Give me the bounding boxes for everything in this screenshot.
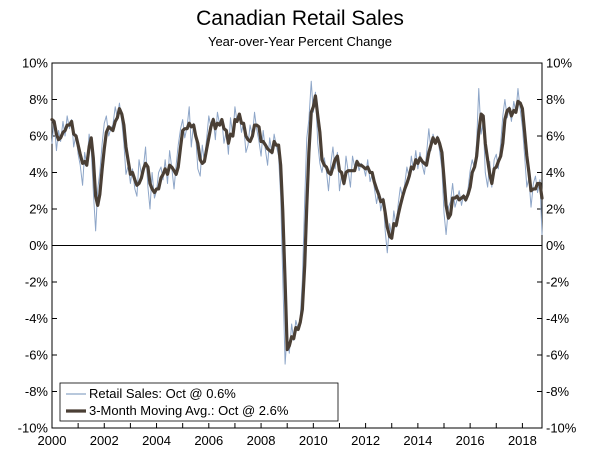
y-tick-label-right: 0% bbox=[546, 238, 565, 253]
y-tick-label-left: -6% bbox=[25, 348, 49, 363]
legend-label-retail: Retail Sales: Oct @ 0.6% bbox=[89, 386, 236, 401]
y-tick-label-right: -2% bbox=[546, 275, 570, 290]
y-tick-label-left: 4% bbox=[29, 165, 48, 180]
x-tick-label: 2012 bbox=[351, 433, 380, 448]
y-tick-label-left: -4% bbox=[25, 311, 49, 326]
y-tick-label-right: 10% bbox=[546, 56, 572, 71]
x-tick-label: 2002 bbox=[90, 433, 119, 448]
series-layer bbox=[50, 80, 544, 365]
y-tick-label-right: 6% bbox=[546, 129, 565, 144]
legend-box bbox=[59, 382, 339, 422]
y-tick-label-left: -10% bbox=[18, 421, 49, 436]
y-tick-label-right: 4% bbox=[546, 165, 565, 180]
x-tick-label: 2016 bbox=[456, 433, 485, 448]
series-retail-sales-line bbox=[51, 80, 543, 365]
x-tick-label: 2006 bbox=[194, 433, 223, 448]
y-tick-label-left: 0% bbox=[29, 238, 48, 253]
y-tick-label-right: 2% bbox=[546, 202, 565, 217]
y-tick-label-right: -4% bbox=[546, 311, 570, 326]
axis-labels: -10% -10% -8% -8% -6% -6% -4% -4% -2% -2% 0% 0% 2% 2%… bbox=[18, 56, 577, 449]
legend: Retail Sales: Oct @ 0.6% 3-Month Moving … bbox=[59, 382, 339, 422]
y-tick-label-right: -6% bbox=[546, 348, 570, 363]
x-tick-label: 2018 bbox=[508, 433, 537, 448]
chart-title: Canadian Retail Sales bbox=[196, 7, 404, 30]
x-tick-label: 2004 bbox=[142, 433, 171, 448]
x-tick-label: 2008 bbox=[247, 433, 276, 448]
y-tick-label-left: -8% bbox=[25, 384, 49, 399]
x-tick-label: 2014 bbox=[403, 433, 432, 448]
y-tick-label-left: 6% bbox=[29, 129, 48, 144]
y-tick-label-right: 8% bbox=[546, 92, 565, 107]
y-tick-label-right: -10% bbox=[546, 421, 577, 436]
series-moving-avg-line bbox=[50, 94, 544, 352]
x-tick-label: 2000 bbox=[38, 433, 67, 448]
x-tick-label: 2010 bbox=[299, 433, 328, 448]
y-tick-label-right: -8% bbox=[546, 384, 570, 399]
y-tick-label-left: 2% bbox=[29, 202, 48, 217]
y-tick-label-left: -2% bbox=[25, 275, 49, 290]
chart-subtitle: Year-over-Year Percent Change bbox=[208, 34, 392, 49]
legend-label-moving-avg: 3-Month Moving Avg.: Oct @ 2.6% bbox=[89, 403, 289, 418]
y-tick-label-left: 8% bbox=[29, 92, 48, 107]
y-tick-label-left: 10% bbox=[22, 56, 48, 71]
